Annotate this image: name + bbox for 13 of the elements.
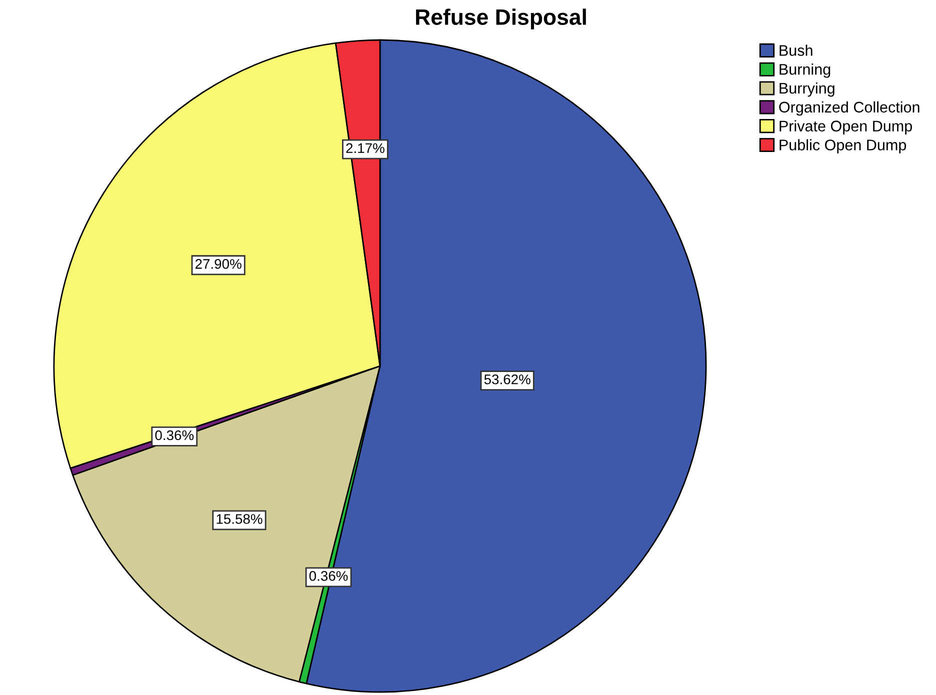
data-label: 27.90% [195,259,242,269]
data-label: 15.58% [216,514,262,524]
legend-label: Public Open Dump [780,139,906,154]
data-label: 0.36% [309,571,348,581]
legend-label: Bush [780,44,812,56]
data-label: 2.17% [346,143,384,154]
legend-label: Burrying [780,82,834,97]
chart-title: Refuse Disposal [416,8,586,30]
legend-label: Private Open Dump [780,120,912,135]
data-label: 53.62% [484,374,530,384]
legend-label: Burning [780,64,830,78]
legend-label: Organized Collection [779,101,920,116]
data-label: 0.36% [155,430,194,440]
